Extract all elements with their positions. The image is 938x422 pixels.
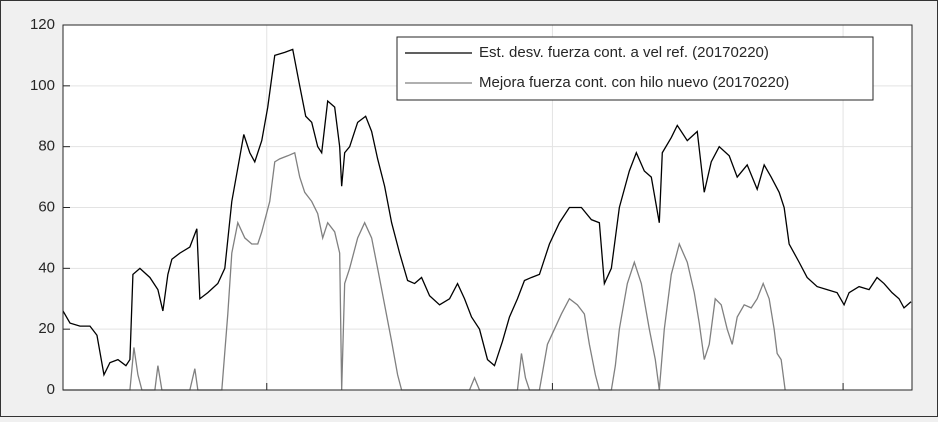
- y-tick-label: 80: [38, 138, 55, 155]
- legend-label: Mejora fuerza cont. con hilo nuevo (2017…: [479, 74, 789, 91]
- y-tick-label: 40: [38, 259, 55, 276]
- y-tick-label: 120: [30, 16, 55, 33]
- legend-box: [396, 36, 874, 101]
- y-tick-label: 100: [30, 77, 55, 94]
- legend-label: Est. desv. fuerza cont. a vel ref. (2017…: [479, 44, 769, 61]
- axes-box: [62, 24, 913, 391]
- y-tick-label: 60: [38, 198, 55, 215]
- series-line: [62, 48, 912, 377]
- y-tick-label: 0: [47, 381, 55, 398]
- y-tick-label: 20: [38, 320, 55, 337]
